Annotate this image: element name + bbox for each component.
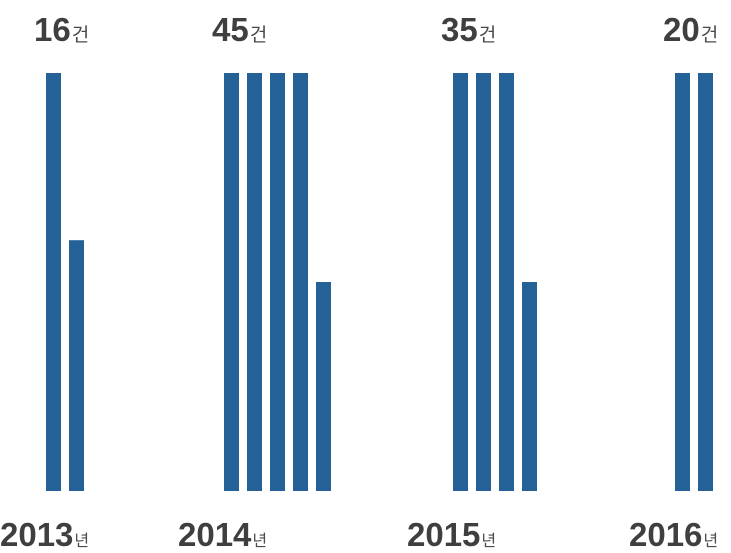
bar-2013-2 bbox=[69, 240, 84, 491]
bar-2014-3 bbox=[270, 73, 285, 491]
year-unit: 년 bbox=[74, 532, 89, 550]
year-number: 2015 bbox=[407, 516, 480, 553]
bar-2014-5 bbox=[316, 282, 331, 491]
year-label-2016: 2016년 bbox=[629, 516, 718, 553]
bar-2015-4 bbox=[522, 282, 537, 491]
bar-2016-1 bbox=[675, 73, 690, 491]
year-group-2015: 35건 2015년 bbox=[407, 11, 537, 553]
bar-2014-2 bbox=[247, 73, 262, 491]
bar-2014-4 bbox=[293, 73, 308, 491]
year-label-2015: 2015년 bbox=[407, 516, 496, 553]
year-label-2013: 2013년 bbox=[0, 516, 89, 553]
bar-2013-1 bbox=[46, 73, 61, 491]
year-group-2014: 45건 2014년 bbox=[178, 11, 331, 553]
bar-2015-2 bbox=[476, 73, 491, 491]
count-unit: 건 bbox=[72, 24, 89, 46]
count-label-2013: 16건 bbox=[34, 11, 89, 48]
year-unit: 년 bbox=[703, 532, 718, 550]
count-unit: 건 bbox=[701, 24, 718, 46]
count-number: 20 bbox=[663, 11, 700, 48]
count-unit: 건 bbox=[250, 24, 267, 46]
count-number: 45 bbox=[212, 11, 249, 48]
count-number: 16 bbox=[34, 11, 71, 48]
bar-2016-2 bbox=[698, 73, 713, 491]
year-number: 2014 bbox=[178, 516, 252, 553]
year-group-2016: 20건 2016년 bbox=[629, 11, 718, 553]
count-label-2014: 45건 bbox=[212, 11, 267, 48]
count-label-2016: 20건 bbox=[663, 11, 718, 48]
bar-2014-1 bbox=[224, 73, 239, 491]
year-label-2014: 2014년 bbox=[178, 516, 267, 553]
year-unit: 년 bbox=[481, 532, 496, 550]
year-number: 2013 bbox=[0, 516, 73, 553]
count-label-2015: 35건 bbox=[441, 11, 496, 48]
year-number: 2016 bbox=[629, 516, 702, 553]
count-number: 35 bbox=[441, 11, 478, 48]
count-unit: 건 bbox=[479, 24, 496, 46]
year-group-2013: 16건 2013년 bbox=[0, 11, 89, 553]
year-unit: 년 bbox=[252, 532, 267, 550]
bar-2015-1 bbox=[453, 73, 468, 491]
bar-2015-3 bbox=[499, 73, 514, 491]
